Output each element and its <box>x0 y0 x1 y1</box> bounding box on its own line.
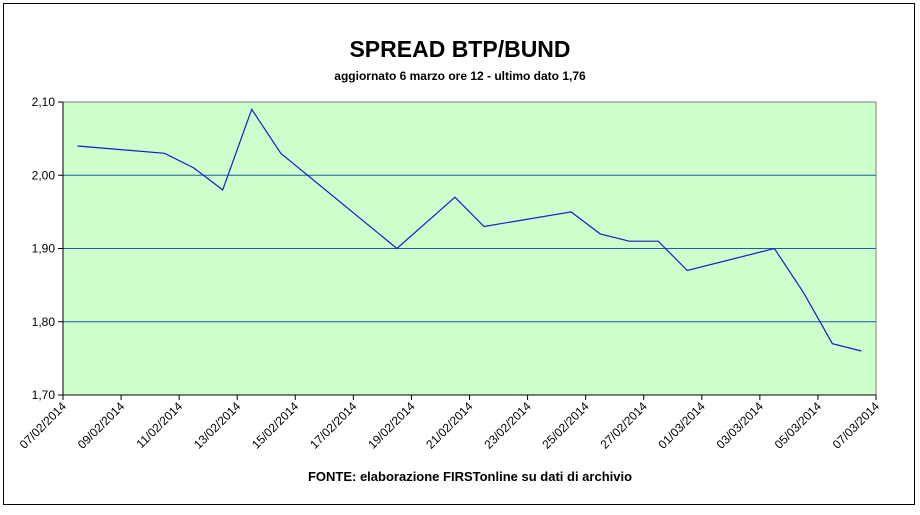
chart-subtitle: aggiornato 6 marzo ore 12 - ultimo dato … <box>334 69 586 83</box>
y-tick-label: 2,10 <box>32 95 56 109</box>
chart-title: SPREAD BTP/BUND <box>349 36 570 62</box>
y-tick-label: 1,70 <box>32 388 56 402</box>
x-axis-label: FONTE: elaborazione FIRSTonline su dati … <box>308 469 632 484</box>
y-tick-label: 1,90 <box>32 242 56 256</box>
data-line <box>77 107 862 352</box>
y-tick-label: 2,00 <box>32 168 56 182</box>
y-tick-label: 1,80 <box>32 315 56 329</box>
